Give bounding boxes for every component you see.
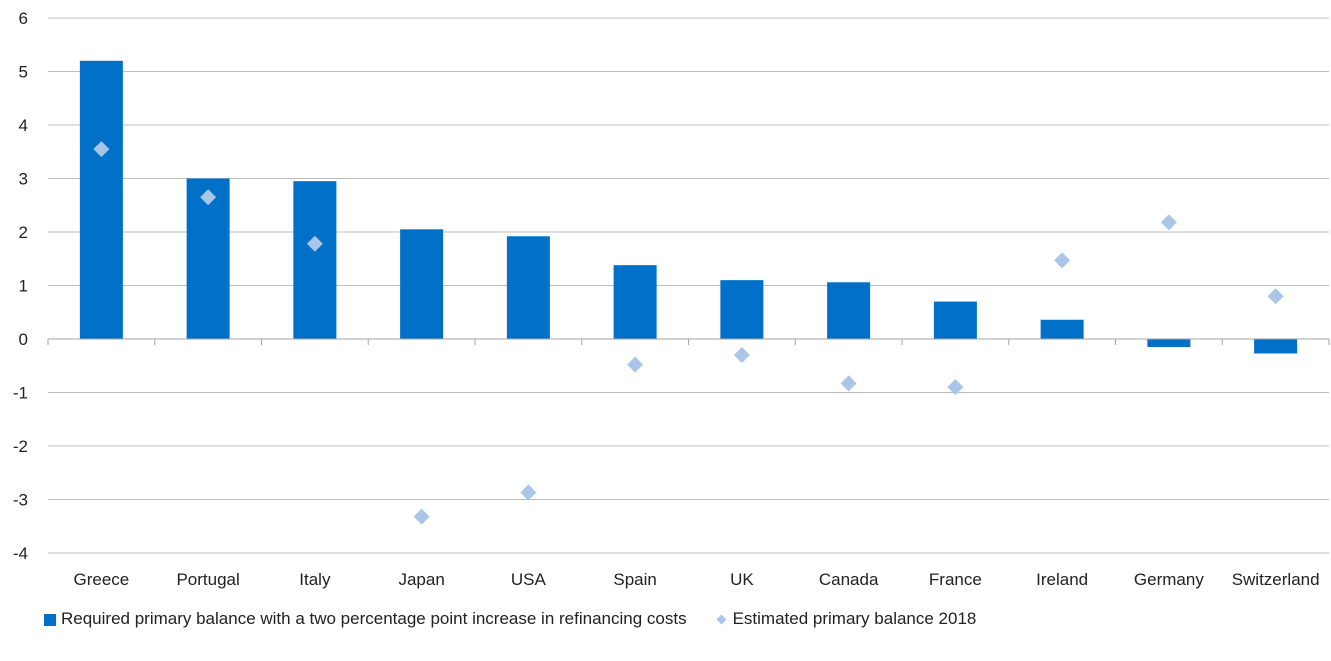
bar-series <box>79 60 1298 354</box>
x-category-label: Japan <box>398 570 444 589</box>
x-category-label: Germany <box>1134 570 1204 589</box>
x-category-label: Greece <box>74 570 130 589</box>
x-category-label: Ireland <box>1036 570 1088 589</box>
bar <box>1040 319 1084 339</box>
y-tick-label: 0 <box>19 330 28 349</box>
legend-item-bars: Required primary balance with a two perc… <box>44 609 687 629</box>
chart: 6 5 4 3 2 1 0 -1 -2 -3 -4 Greece Portugal Italy Japan… <box>13 9 1330 589</box>
bar <box>613 265 657 339</box>
x-category-label: USA <box>511 570 547 589</box>
data-point-diamond <box>1160 214 1177 231</box>
x-category-label: Switzerland <box>1232 570 1320 589</box>
data-point-diamond <box>93 141 110 158</box>
bar <box>1147 339 1191 348</box>
x-axis: Greece Portugal Italy Japan USA Spain UK Canada… <box>74 570 1320 589</box>
x-category-label: Canada <box>819 570 879 589</box>
legend: Required primary balance with a two perc… <box>44 606 1004 632</box>
data-point-diamond <box>947 379 964 396</box>
data-point-diamond <box>733 347 750 364</box>
y-tick-label: -2 <box>13 437 28 456</box>
y-tick-label: -3 <box>13 491 28 510</box>
bar <box>933 301 977 339</box>
bar <box>293 181 337 339</box>
y-tick-label: 4 <box>19 116 28 135</box>
x-category-label: Portugal <box>176 570 239 589</box>
bar <box>1254 339 1298 354</box>
data-point-diamond <box>1054 252 1071 269</box>
bar <box>400 229 444 339</box>
y-tick-label: 1 <box>19 277 28 296</box>
bar <box>186 178 230 339</box>
data-point-diamond <box>840 375 857 392</box>
gridlines <box>48 17 1329 554</box>
x-category-label: France <box>929 570 982 589</box>
data-point-diamond <box>200 189 217 206</box>
legend-label-bars: Required primary balance with a two perc… <box>61 609 687 628</box>
y-tick-label: -1 <box>13 384 28 403</box>
legend-swatch-diamond <box>716 614 727 624</box>
data-point-diamond <box>306 235 323 252</box>
data-point-diamond <box>413 508 430 525</box>
x-category-label: UK <box>730 570 754 589</box>
data-point-diamond <box>1267 288 1284 305</box>
x-category-label: Italy <box>299 570 331 589</box>
y-axis: 6 5 4 3 2 1 0 -1 -2 -3 -4 <box>13 9 28 563</box>
y-tick-label: 5 <box>19 63 28 82</box>
y-tick-label: 6 <box>19 9 28 28</box>
x-category-label: Spain <box>613 570 656 589</box>
zero-axis <box>47 338 1330 345</box>
legend-label-diamonds: Estimated primary balance 2018 <box>732 609 977 628</box>
y-tick-label: -4 <box>13 544 28 563</box>
data-point-diamond <box>520 484 537 501</box>
bar <box>720 280 764 339</box>
bar <box>506 236 550 339</box>
y-tick-label: 2 <box>19 223 28 242</box>
bar <box>79 60 123 340</box>
legend-item-diamonds: Estimated primary balance 2018 <box>715 609 977 629</box>
legend-swatch-bar <box>44 613 56 626</box>
y-tick-label: 3 <box>19 170 28 189</box>
diamond-series <box>93 141 1284 525</box>
data-point-diamond <box>627 356 644 373</box>
bar <box>827 282 871 339</box>
